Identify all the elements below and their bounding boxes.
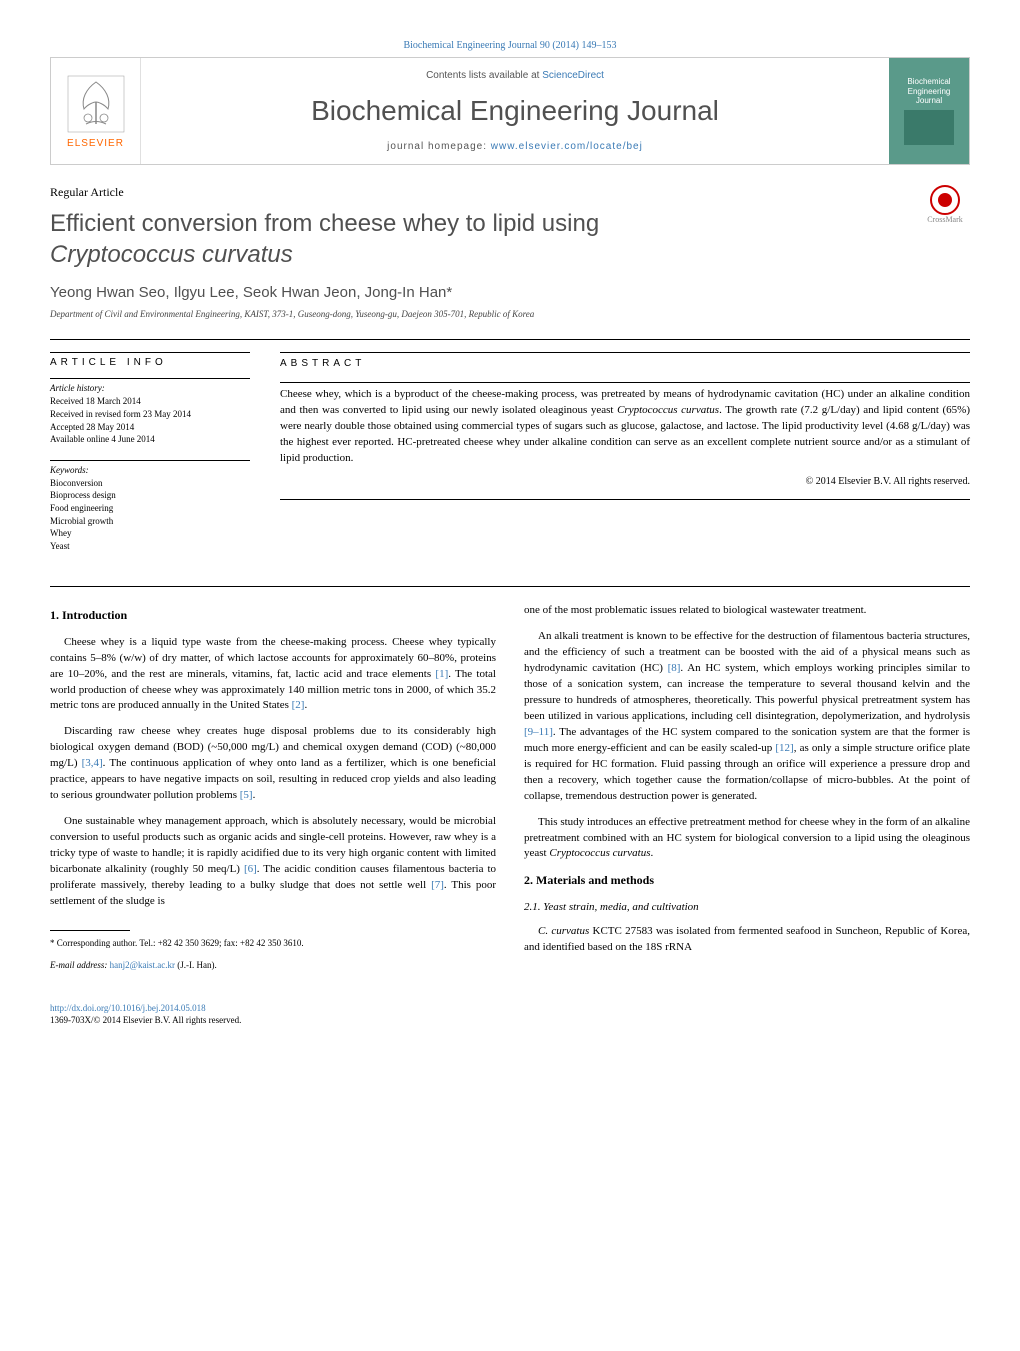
body-two-column: 1. Introduction Cheese whey is a liquid … xyxy=(50,603,970,982)
ref-3-4[interactable]: [3,4] xyxy=(82,757,103,769)
body-divider xyxy=(50,586,970,587)
journal-cover-thumb[interactable]: Biochemical Engineering Journal xyxy=(889,58,969,164)
top-divider xyxy=(50,339,970,340)
intro-para-1: Cheese whey is a liquid type waste from … xyxy=(50,635,496,715)
email-footnote: E-mail address: hanj2@kaist.ac.kr (J.-I.… xyxy=(50,959,496,972)
ref-1[interactable]: [1] xyxy=(435,668,448,680)
title-line1: Efficient conversion from cheese whey to… xyxy=(50,210,599,237)
info-divider-mid xyxy=(50,378,250,379)
sciencedirect-link[interactable]: ScienceDirect xyxy=(542,70,604,81)
rp3-b: . xyxy=(650,847,653,859)
ref-12[interactable]: [12] xyxy=(775,742,793,754)
info-divider-top xyxy=(50,352,250,353)
right-column: one of the most problematic issues relat… xyxy=(524,603,970,982)
history-accepted: Accepted 28 May 2014 xyxy=(50,421,250,434)
intro-para-5: This study introduces an effective pretr… xyxy=(524,815,970,863)
methods-para-1: C. curvatus KCTC 27583 was isolated from… xyxy=(524,924,970,956)
crossmark-badge[interactable]: CrossMark xyxy=(920,185,970,235)
crossmark-dot-icon xyxy=(938,193,952,207)
article-type: Regular Article xyxy=(50,185,970,200)
p1-a: Cheese whey is a liquid type waste from … xyxy=(50,636,496,680)
history-revised: Received in revised form 23 May 2014 xyxy=(50,408,250,421)
abstract-divider-top xyxy=(280,352,970,353)
keyword-4: Microbial growth xyxy=(50,515,250,528)
contents-available: Contents lists available at ScienceDirec… xyxy=(141,70,889,81)
email-link[interactable]: hanj2@kaist.ac.kr xyxy=(110,960,175,970)
journal-homepage: journal homepage: www.elsevier.com/locat… xyxy=(141,141,889,152)
methods-heading: 2. Materials and methods xyxy=(524,872,970,889)
rp4-a: KCTC 27583 was isolated from fermented s… xyxy=(524,925,970,953)
email-suffix: (J.-I. Han). xyxy=(175,960,217,970)
journal-header-banner: ELSEVIER Contents lists available at Sci… xyxy=(50,57,970,165)
p2-c: . xyxy=(253,789,256,801)
keywords-divider xyxy=(50,460,250,461)
doi-link[interactable]: http://dx.doi.org/10.1016/j.bej.2014.05.… xyxy=(50,1003,206,1013)
elsevier-tree-icon xyxy=(66,74,126,134)
abstract-divider-mid xyxy=(280,382,970,383)
homepage-link[interactable]: www.elsevier.com/locate/bej xyxy=(491,141,643,152)
publisher-name: ELSEVIER xyxy=(67,138,124,149)
info-abstract-row: article info Article history: Received 1… xyxy=(50,352,970,566)
page-container: Biochemical Engineering Journal 90 (2014… xyxy=(0,0,1020,1067)
introduction-heading: 1. Introduction xyxy=(50,607,496,624)
intro-para-2: Discarding raw cheese whey creates huge … xyxy=(50,724,496,804)
author-affiliation: Department of Civil and Environmental En… xyxy=(50,309,970,319)
ref-6[interactable]: [6] xyxy=(244,863,257,875)
cover-line2: Engineering xyxy=(908,87,951,97)
keyword-3: Food engineering xyxy=(50,502,250,515)
cover-image-icon xyxy=(904,110,954,145)
keyword-5: Whey xyxy=(50,527,250,540)
left-column: 1. Introduction Cheese whey is a liquid … xyxy=(50,603,496,982)
email-label: E-mail address: xyxy=(50,960,110,970)
ref-7[interactable]: [7] xyxy=(431,879,444,891)
keyword-1: Bioconversion xyxy=(50,477,250,490)
journal-title: Biochemical Engineering Journal xyxy=(141,95,889,127)
p2-b: . The continuous application of whey ont… xyxy=(50,757,496,801)
top-citation-link[interactable]: Biochemical Engineering Journal 90 (2014… xyxy=(50,40,970,51)
history-header: Article history: xyxy=(50,383,250,393)
article-info-label: article info xyxy=(50,357,250,368)
rp3-species: Cryptococcus curvatus xyxy=(549,847,650,859)
ref-2[interactable]: [2] xyxy=(292,699,305,711)
article-info-column: article info Article history: Received 1… xyxy=(50,352,250,566)
publisher-logo[interactable]: ELSEVIER xyxy=(51,58,141,164)
history-received: Received 18 March 2014 xyxy=(50,395,250,408)
author-list: Yeong Hwan Seo, Ilgyu Lee, Seok Hwan Jeo… xyxy=(50,284,970,301)
history-online: Available online 4 June 2014 xyxy=(50,433,250,446)
cover-line3: Journal xyxy=(916,96,942,106)
keywords-block: Keywords: Bioconversion Bioprocess desig… xyxy=(50,465,250,553)
ref-9-11[interactable]: [9–11] xyxy=(524,726,553,738)
ref-5[interactable]: [5] xyxy=(240,789,253,801)
ref-8[interactable]: [8] xyxy=(668,662,681,674)
keywords-header: Keywords: xyxy=(50,465,250,475)
abstract-species: Cryptococcus curvatus xyxy=(617,404,719,416)
title-line2-species: Cryptococcus curvatus xyxy=(50,241,293,268)
abstract-divider-bot xyxy=(280,499,970,500)
intro-para-3: One sustainable whey management approach… xyxy=(50,814,496,910)
intro-para-4: An alkali treatment is known to be effec… xyxy=(524,629,970,804)
methods-subheading-1: 2.1. Yeast strain, media, and cultivatio… xyxy=(524,900,970,916)
abstract-column: abstract Cheese whey, which is a byprodu… xyxy=(280,352,970,566)
cover-line1: Biochemical xyxy=(907,77,950,87)
page-footer: http://dx.doi.org/10.1016/j.bej.2014.05.… xyxy=(50,1002,970,1027)
article-history-block: Article history: Received 18 March 2014 … xyxy=(50,383,250,445)
crossmark-circle-icon xyxy=(930,185,960,215)
intro-para-3-cont: one of the most problematic issues relat… xyxy=(524,603,970,619)
homepage-prefix: journal homepage: xyxy=(387,141,491,152)
abstract-text: Cheese whey, which is a byproduct of the… xyxy=(280,387,970,467)
issn-copyright: 1369-703X/© 2014 Elsevier B.V. All right… xyxy=(50,1015,241,1025)
article-title: Efficient conversion from cheese whey to… xyxy=(50,208,970,270)
crossmark-label: CrossMark xyxy=(927,215,963,224)
banner-middle: Contents lists available at ScienceDirec… xyxy=(141,58,889,164)
keyword-6: Yeast xyxy=(50,540,250,553)
rp4-species: C. curvatus xyxy=(538,925,589,937)
footnote-separator xyxy=(50,930,130,931)
keyword-2: Bioprocess design xyxy=(50,489,250,502)
abstract-label: abstract xyxy=(280,357,970,372)
corresponding-author-footnote: * Corresponding author. Tel.: +82 42 350… xyxy=(50,937,496,950)
abstract-copyright: © 2014 Elsevier B.V. All rights reserved… xyxy=(280,475,970,490)
contents-prefix: Contents lists available at xyxy=(426,70,542,81)
p1-c: . xyxy=(304,699,307,711)
